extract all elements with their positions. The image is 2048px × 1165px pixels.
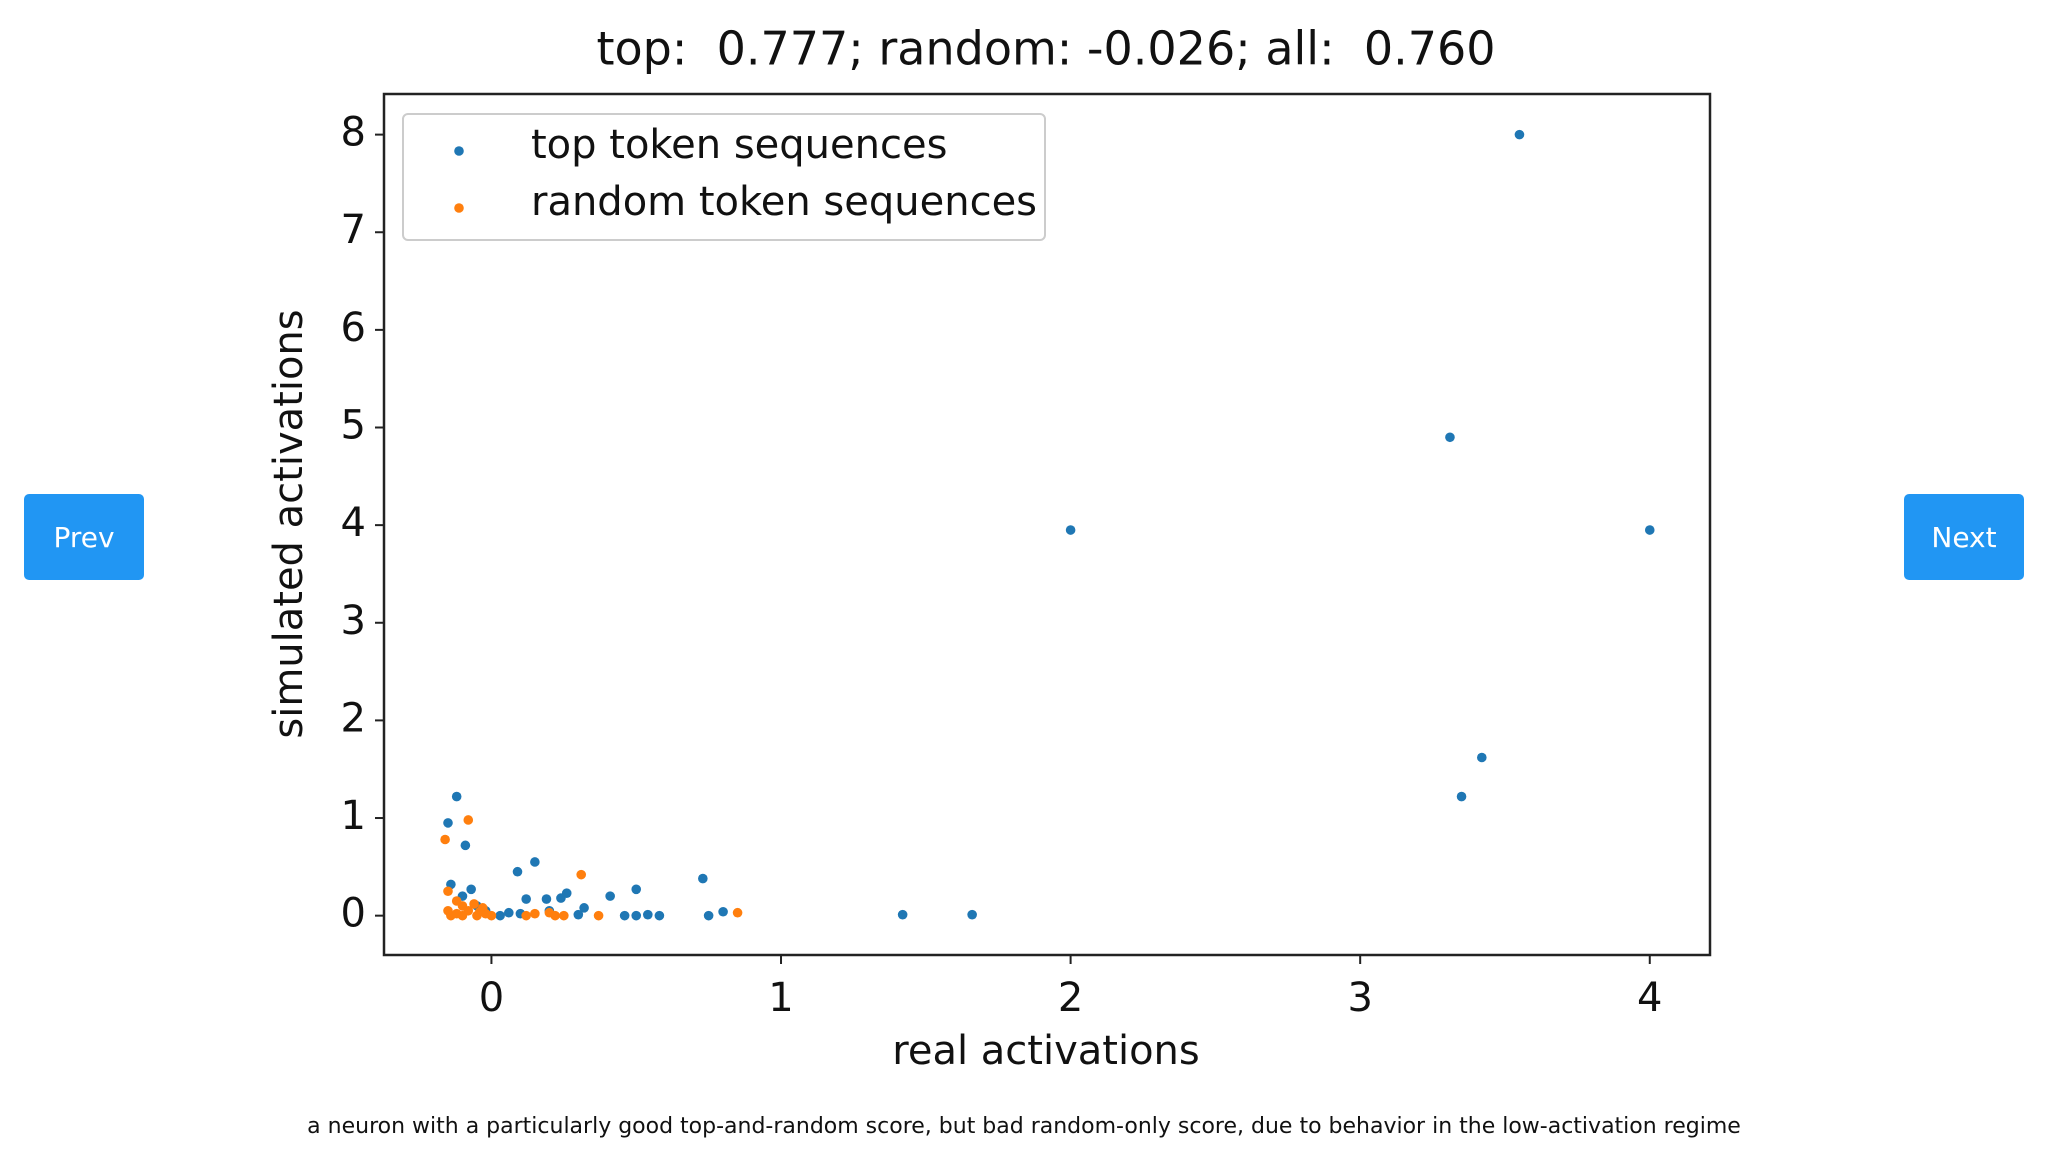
x-tick-label: 1 (768, 975, 793, 1021)
y-tick-label: 3 (341, 598, 366, 644)
point (521, 894, 531, 904)
point (556, 893, 566, 903)
point (573, 909, 584, 920)
legend-label: top token sequences (531, 122, 947, 168)
point (469, 899, 479, 909)
point (1445, 432, 1455, 443)
y-tick-label: 2 (341, 695, 366, 741)
point (897, 909, 908, 920)
next-button[interactable]: Next (1904, 494, 2024, 580)
point (451, 791, 462, 802)
y-tick-label: 7 (341, 207, 366, 253)
point (443, 818, 453, 828)
x-tick-label: 0 (479, 975, 504, 1021)
point (495, 910, 505, 921)
point (521, 910, 531, 921)
point (457, 910, 468, 921)
point (732, 907, 743, 918)
point (1065, 525, 1076, 535)
point (576, 869, 587, 880)
point (512, 866, 523, 877)
legend-marker (454, 203, 464, 213)
point (631, 910, 642, 921)
point (443, 886, 453, 897)
y-axis-label: simulated activations (266, 309, 312, 738)
point (605, 891, 615, 901)
point (463, 815, 474, 825)
x-axis-label: real activations (892, 1028, 1199, 1074)
point (703, 910, 714, 921)
chart: top: 0.777; random: -0.026; all: 0.760 r… (266, 22, 1712, 1074)
point (1477, 752, 1487, 763)
point (460, 840, 471, 851)
point (654, 910, 665, 921)
point (1456, 791, 1467, 802)
point (550, 910, 560, 921)
legend-box (402, 113, 1046, 241)
y-tick-label: 6 (341, 305, 366, 351)
plot-frame (382, 92, 1712, 957)
point (559, 910, 569, 921)
point (967, 909, 977, 920)
point (440, 834, 450, 845)
point (530, 908, 540, 919)
point (593, 910, 604, 921)
y-tick-label: 8 (341, 110, 366, 156)
y-tick-label: 0 (341, 891, 366, 937)
caption: a neuron with a particularly good top-an… (307, 1114, 1741, 1139)
prev-button[interactable]: Prev (24, 494, 144, 580)
point (698, 873, 708, 884)
point (1514, 129, 1525, 140)
point (631, 884, 642, 895)
x-tick-label: 3 (1347, 975, 1372, 1021)
point (541, 894, 552, 904)
y-tick-label: 1 (341, 793, 366, 839)
legend-marker (454, 146, 464, 156)
point (486, 910, 497, 921)
legend-label: random token sequences (531, 179, 1037, 225)
point (1644, 525, 1655, 535)
point (718, 906, 728, 917)
point (619, 910, 630, 921)
x-tick-label: 2 (1058, 975, 1083, 1021)
point (530, 857, 540, 867)
point (504, 907, 514, 918)
y-tick-label: 5 (341, 403, 366, 449)
point (579, 903, 589, 913)
point (475, 906, 485, 917)
point (443, 905, 453, 916)
point (466, 884, 476, 895)
point (643, 909, 653, 920)
y-tick-label: 4 (341, 500, 366, 546)
x-tick-label: 4 (1637, 975, 1662, 1021)
chart-title: top: 0.777; random: -0.026; all: 0.760 (596, 22, 1495, 76)
